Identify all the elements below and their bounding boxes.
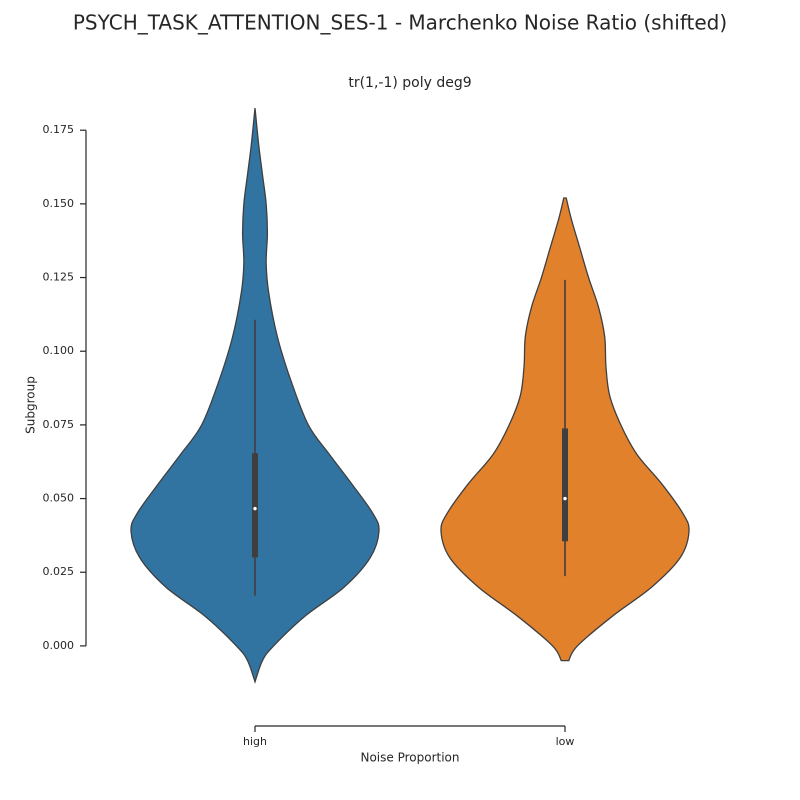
x-tick-label: low	[556, 735, 575, 748]
median	[253, 506, 257, 511]
x-axis-label: Noise Proportion	[360, 751, 459, 765]
y-tick-label: 0.050	[43, 492, 75, 505]
y-tick-label: 0.100	[43, 344, 75, 357]
box	[252, 453, 258, 558]
box	[562, 428, 568, 542]
y-tick-label: 0.150	[43, 197, 75, 210]
chart-subtitle: tr(1,-1) poly deg9	[348, 75, 471, 91]
y-axis-label: Subgroup	[24, 376, 38, 434]
y-tick-label: 0.000	[43, 639, 75, 652]
x-tick-label: high	[243, 735, 267, 748]
y-tick-label: 0.125	[43, 271, 75, 284]
y-tick-label: 0.025	[43, 565, 75, 578]
median	[563, 496, 567, 501]
chart-title: PSYCH_TASK_ATTENTION_SES-1 - Marchenko N…	[73, 11, 727, 35]
y-tick-label: 0.175	[43, 123, 75, 136]
y-tick-label: 0.075	[43, 418, 75, 431]
